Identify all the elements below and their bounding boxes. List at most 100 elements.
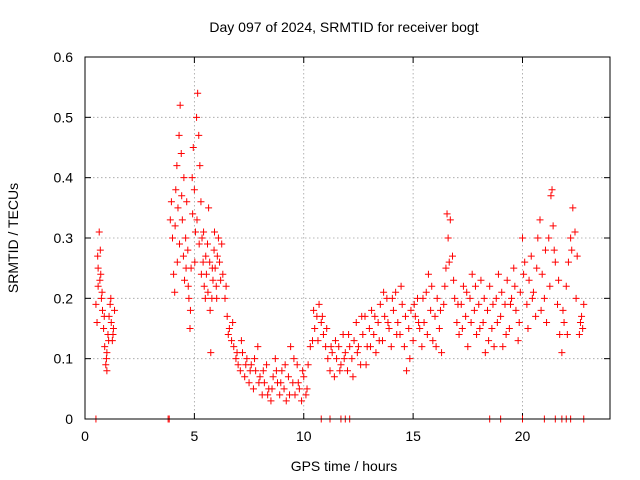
data-point xyxy=(451,294,459,302)
data-point xyxy=(224,331,232,339)
data-point xyxy=(107,318,115,326)
data-point xyxy=(346,343,354,351)
data-point xyxy=(175,131,183,139)
data-point xyxy=(376,300,384,308)
data-point xyxy=(400,343,408,351)
data-point xyxy=(254,343,262,351)
data-point xyxy=(212,282,220,290)
data-point xyxy=(200,282,208,290)
data-point xyxy=(95,228,103,236)
data-point xyxy=(107,294,115,302)
data-point xyxy=(548,186,556,194)
data-point xyxy=(111,306,119,314)
data-point xyxy=(485,337,493,345)
data-point xyxy=(503,276,511,284)
data-point xyxy=(492,294,500,302)
data-point xyxy=(466,294,474,302)
data-point xyxy=(98,288,106,296)
data-point xyxy=(397,282,405,290)
data-point xyxy=(242,361,250,369)
y-tick-label: 0 xyxy=(65,411,73,427)
data-point xyxy=(214,234,222,242)
data-point xyxy=(184,246,192,254)
data-point xyxy=(575,331,583,339)
data-point xyxy=(409,337,417,345)
data-point xyxy=(335,343,343,351)
data-point xyxy=(201,294,209,302)
y-tick-label: 0.3 xyxy=(54,230,74,246)
data-point xyxy=(494,270,502,278)
data-point xyxy=(246,367,254,375)
data-point xyxy=(407,306,415,314)
data-point xyxy=(431,312,439,320)
data-point xyxy=(435,325,443,332)
data-point xyxy=(576,318,584,326)
data-point xyxy=(207,349,215,357)
data-point xyxy=(450,276,458,284)
data-point xyxy=(302,391,310,399)
data-point xyxy=(520,270,528,278)
data-point xyxy=(567,234,575,242)
x-tick-label: 20 xyxy=(515,428,531,444)
data-point xyxy=(441,282,449,290)
y-tick-label: 0.4 xyxy=(54,170,74,186)
data-point xyxy=(92,300,100,308)
y-tick-label: 0.2 xyxy=(54,290,74,306)
data-point xyxy=(102,355,110,363)
data-point xyxy=(183,198,191,206)
data-point xyxy=(564,258,572,266)
data-point xyxy=(206,258,214,266)
data-point xyxy=(558,349,566,357)
data-point xyxy=(191,258,199,266)
data-point xyxy=(381,312,389,320)
data-point xyxy=(468,270,476,278)
data-point xyxy=(511,282,519,290)
data-point xyxy=(186,306,194,314)
data-point xyxy=(374,318,382,326)
data-point xyxy=(229,318,237,326)
grid-lines xyxy=(85,57,610,419)
data-point xyxy=(449,252,456,260)
data-point xyxy=(194,89,202,97)
data-point xyxy=(467,318,475,326)
data-point xyxy=(167,198,175,206)
data-point xyxy=(199,258,207,266)
data-point xyxy=(97,294,105,302)
data-point xyxy=(540,294,548,302)
data-point xyxy=(195,131,203,139)
data-point xyxy=(272,367,280,375)
data-point xyxy=(486,282,494,290)
data-point xyxy=(251,355,259,363)
data-point xyxy=(477,276,485,284)
data-point xyxy=(255,379,263,387)
data-point xyxy=(197,270,205,278)
data-point xyxy=(551,258,559,266)
data-point xyxy=(101,343,109,351)
data-point xyxy=(375,337,383,345)
data-point xyxy=(523,300,531,308)
y-tick-label: 0.1 xyxy=(54,351,74,367)
data-point xyxy=(422,288,430,296)
data-point xyxy=(323,325,331,332)
data-point xyxy=(280,385,288,393)
data-point xyxy=(403,367,411,375)
data-point xyxy=(366,343,374,351)
data-point xyxy=(481,349,489,357)
data-point xyxy=(306,343,314,351)
data-point xyxy=(541,246,549,254)
data-point xyxy=(532,312,540,320)
data-point xyxy=(209,276,217,284)
data-point xyxy=(230,343,238,351)
data-point xyxy=(463,288,471,296)
data-point xyxy=(345,331,353,339)
data-point xyxy=(479,318,487,326)
data-point xyxy=(269,373,277,381)
data-point xyxy=(221,294,229,302)
data-point xyxy=(429,337,437,345)
x-tick-label: 5 xyxy=(190,428,198,444)
y-axis-title: SRMTID / TECUs xyxy=(5,183,21,293)
data-point xyxy=(319,331,327,339)
data-point xyxy=(578,312,586,320)
data-point xyxy=(528,294,536,302)
data-point xyxy=(348,355,356,363)
